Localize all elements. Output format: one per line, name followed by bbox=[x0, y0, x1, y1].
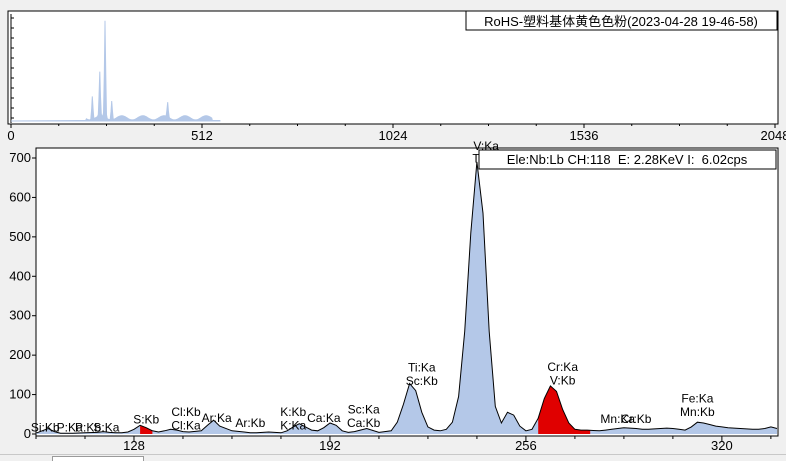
peak-label: K:Ka bbox=[280, 418, 306, 432]
spectrum-line bbox=[35, 161, 778, 434]
y-tick-label: 0 bbox=[24, 426, 31, 441]
peak-label: Ca:Ka bbox=[307, 411, 341, 425]
info-box bbox=[478, 149, 777, 170]
peak-label: P:Kb bbox=[75, 421, 101, 435]
peak-label: Ar:Ka bbox=[202, 411, 232, 425]
peak-label: Si:Kb bbox=[31, 421, 60, 435]
y-tick-label: 400 bbox=[9, 268, 31, 283]
overview-x-tick-label: 2048 bbox=[761, 128, 786, 143]
overview-title-box bbox=[465, 10, 778, 31]
y-tick-label: 700 bbox=[9, 150, 31, 165]
y-tick-label: 200 bbox=[9, 347, 31, 362]
zoom-x-axis: 128 192 256 320 bbox=[35, 436, 772, 453]
peak-label: Sc:Ka bbox=[348, 402, 380, 416]
overview-x-axis: 0 512 1024 1536 2048 bbox=[7, 123, 786, 143]
roi-region bbox=[538, 385, 591, 434]
x-tick-label: 192 bbox=[319, 438, 341, 453]
peak-label: Cl:Ka bbox=[171, 418, 201, 432]
peak-label: Cr:Ka bbox=[547, 360, 578, 374]
bottom-tab[interactable] bbox=[52, 456, 144, 461]
x-tick-label: 128 bbox=[123, 438, 145, 453]
peak-label: Sc:Kb bbox=[406, 374, 438, 388]
x-tick-label: 256 bbox=[515, 438, 537, 453]
x-tick-label: 320 bbox=[711, 438, 733, 453]
peak-label: Cl:Kb bbox=[171, 405, 201, 419]
zoom-frame bbox=[35, 147, 779, 437]
roi-region bbox=[140, 425, 153, 434]
peak-label: Ca:Kb bbox=[347, 416, 381, 430]
peak-label: Ti:Ka bbox=[408, 361, 436, 375]
peak-label: S:Kb bbox=[133, 413, 159, 427]
peak-label: Fe:Ka bbox=[681, 391, 713, 405]
peak-label: Mn:Ka bbox=[600, 412, 635, 426]
overview-spectrum bbox=[10, 20, 221, 122]
y-tick-label: 500 bbox=[9, 229, 31, 244]
zoom-y-axis: 0 100 200 300 400 500 600 700 bbox=[9, 150, 36, 441]
y-tick-label: 600 bbox=[9, 189, 31, 204]
overview-x-tick-label: 512 bbox=[191, 128, 213, 143]
y-tick-label: 300 bbox=[9, 308, 31, 323]
peak-label: Cr:Kb bbox=[621, 412, 652, 426]
peak-label: Ar:Kb bbox=[235, 416, 265, 430]
status-strip bbox=[0, 454, 786, 461]
overview-x-tick-label: 0 bbox=[7, 128, 14, 143]
overview-y-ticks bbox=[11, 17, 14, 119]
peak-label: S:Ka bbox=[93, 421, 119, 435]
overview-x-tick-label: 1024 bbox=[379, 128, 408, 143]
info-text: Ele:Nb:Lb CH:118 E: 2.28KeV I: 6.02cps bbox=[507, 152, 748, 167]
overview-panel: RoHS-塑料基体黄色色粉(2023-04-28 19-46-58) bbox=[7, 10, 779, 125]
peak-label: V:Kb bbox=[550, 373, 576, 387]
peak-label: P:Ka bbox=[57, 421, 83, 435]
overview-title: RoHS-塑料基体黄色色粉(2023-04-28 19-46-58) bbox=[484, 14, 758, 29]
overview-x-tick-label: 1536 bbox=[570, 128, 599, 143]
peak-label: K:Kb bbox=[280, 405, 306, 419]
roi-regions bbox=[140, 385, 591, 434]
y-tick-label: 100 bbox=[9, 387, 31, 402]
peak-label: Mn:Kb bbox=[680, 405, 715, 419]
